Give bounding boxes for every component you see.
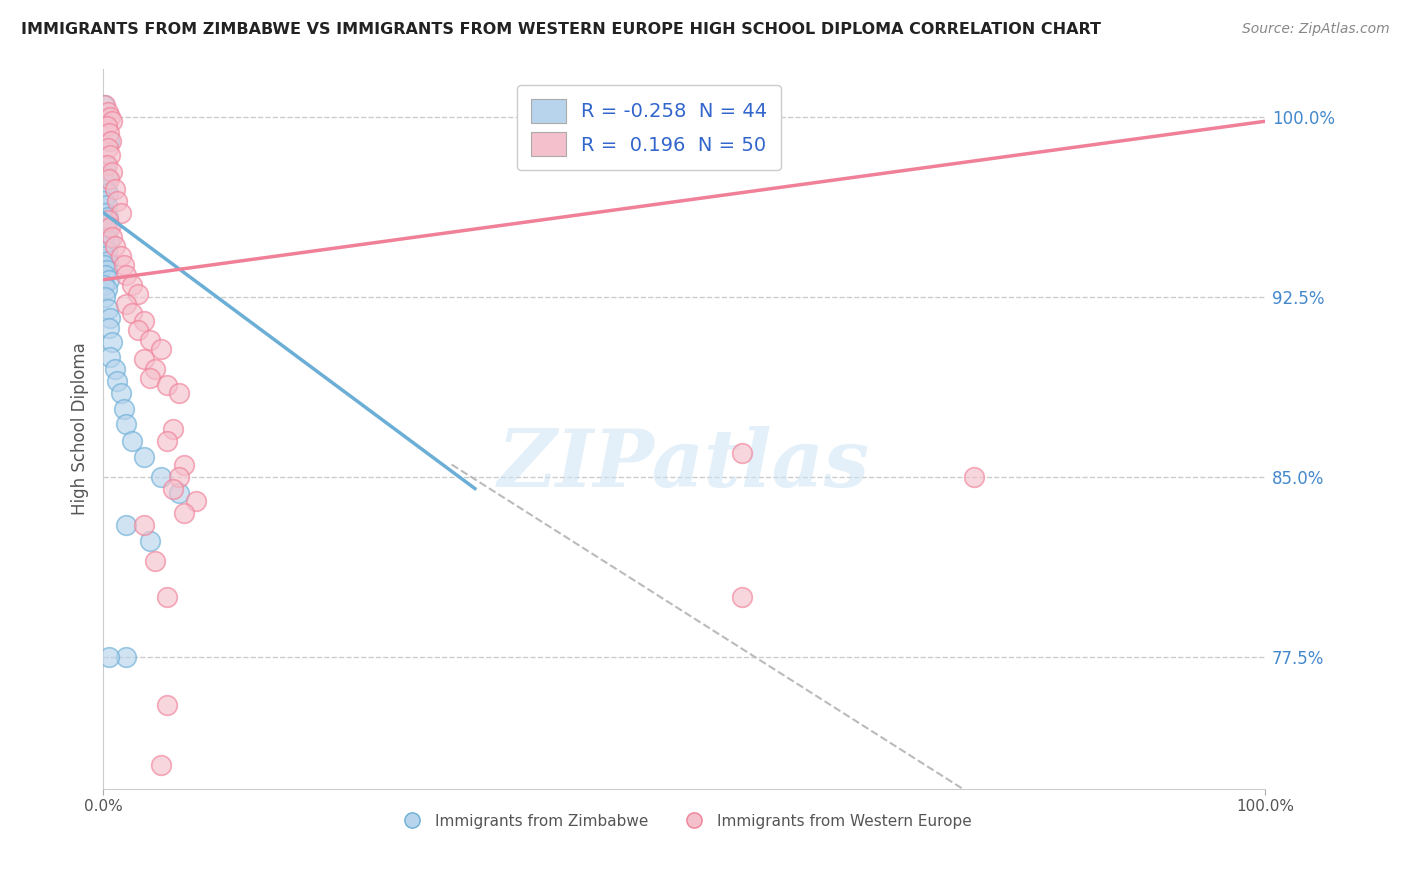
Point: [110, 205, 132, 219]
Point: [156, 434, 179, 448]
Point: [156, 698, 179, 712]
Point: [184, 493, 207, 508]
Point: [138, 534, 160, 549]
Point: [94, 249, 117, 263]
Point: [93, 258, 115, 272]
Point: [104, 239, 127, 253]
Point: [97, 320, 120, 334]
Point: [93, 194, 115, 208]
Point: [94, 97, 117, 112]
Point: [97, 172, 120, 186]
Point: [96, 244, 118, 258]
Point: [96, 222, 118, 236]
Point: [162, 482, 184, 496]
Point: [96, 282, 118, 296]
Point: [132, 313, 155, 327]
Point: [121, 277, 143, 292]
Point: [97, 301, 120, 316]
Point: [97, 186, 120, 201]
Point: [97, 273, 120, 287]
Point: [115, 517, 138, 532]
Point: [97, 126, 120, 140]
Point: [94, 181, 117, 195]
Point: [127, 287, 149, 301]
Text: ZIPatlas: ZIPatlas: [498, 425, 870, 503]
Legend: Immigrants from Zimbabwe, Immigrants from Western Europe: Immigrants from Zimbabwe, Immigrants fro…: [391, 807, 977, 835]
Point: [104, 181, 127, 195]
Point: [145, 553, 167, 567]
Point: [167, 486, 190, 500]
Point: [150, 757, 173, 772]
Point: [132, 450, 155, 465]
Point: [97, 649, 120, 664]
Point: [115, 268, 138, 282]
Point: [96, 157, 118, 171]
Point: [138, 371, 160, 385]
Point: [731, 445, 754, 459]
Point: [156, 590, 179, 604]
Point: [97, 134, 120, 148]
Point: [97, 141, 120, 155]
Point: [112, 258, 135, 272]
Point: [101, 165, 124, 179]
Point: [167, 469, 190, 483]
Point: [97, 104, 120, 119]
Point: [105, 374, 128, 388]
Point: [138, 333, 160, 347]
Point: [167, 385, 190, 400]
Point: [93, 97, 115, 112]
Point: [94, 268, 117, 282]
Point: [96, 169, 118, 184]
Point: [104, 361, 127, 376]
Point: [98, 350, 121, 364]
Point: [98, 311, 121, 326]
Point: [115, 649, 138, 664]
Point: [162, 421, 184, 435]
Point: [173, 458, 195, 472]
Point: [150, 343, 173, 357]
Point: [94, 289, 117, 303]
Point: [121, 306, 143, 320]
Point: [145, 361, 167, 376]
Point: [94, 157, 117, 171]
Text: Source: ZipAtlas.com: Source: ZipAtlas.com: [1241, 22, 1389, 37]
Point: [94, 229, 117, 244]
Point: [173, 506, 195, 520]
Point: [105, 194, 128, 208]
Point: [97, 212, 120, 227]
Point: [97, 235, 120, 249]
Point: [97, 211, 120, 225]
Point: [101, 229, 124, 244]
Point: [127, 323, 149, 337]
Point: [98, 148, 121, 162]
Point: [731, 590, 754, 604]
Point: [115, 296, 138, 310]
Point: [101, 114, 124, 128]
Point: [96, 263, 118, 277]
Point: [110, 385, 132, 400]
Point: [98, 219, 121, 234]
Point: [96, 198, 118, 212]
Point: [150, 469, 173, 483]
Point: [115, 417, 138, 431]
Point: [110, 249, 132, 263]
Point: [100, 134, 122, 148]
Text: IMMIGRANTS FROM ZIMBABWE VS IMMIGRANTS FROM WESTERN EUROPE HIGH SCHOOL DIPLOMA C: IMMIGRANTS FROM ZIMBABWE VS IMMIGRANTS F…: [21, 22, 1101, 37]
Point: [156, 378, 179, 392]
Point: [121, 434, 143, 448]
Point: [96, 119, 118, 133]
Point: [112, 402, 135, 417]
Point: [97, 253, 120, 268]
Point: [93, 174, 115, 188]
Point: [101, 335, 124, 350]
Point: [93, 277, 115, 292]
Point: [94, 205, 117, 219]
Point: [963, 469, 986, 483]
Point: [93, 218, 115, 232]
Point: [132, 351, 155, 366]
Point: [132, 517, 155, 532]
Point: [93, 239, 115, 253]
Point: [98, 110, 121, 124]
Y-axis label: High School Diploma: High School Diploma: [72, 343, 89, 515]
